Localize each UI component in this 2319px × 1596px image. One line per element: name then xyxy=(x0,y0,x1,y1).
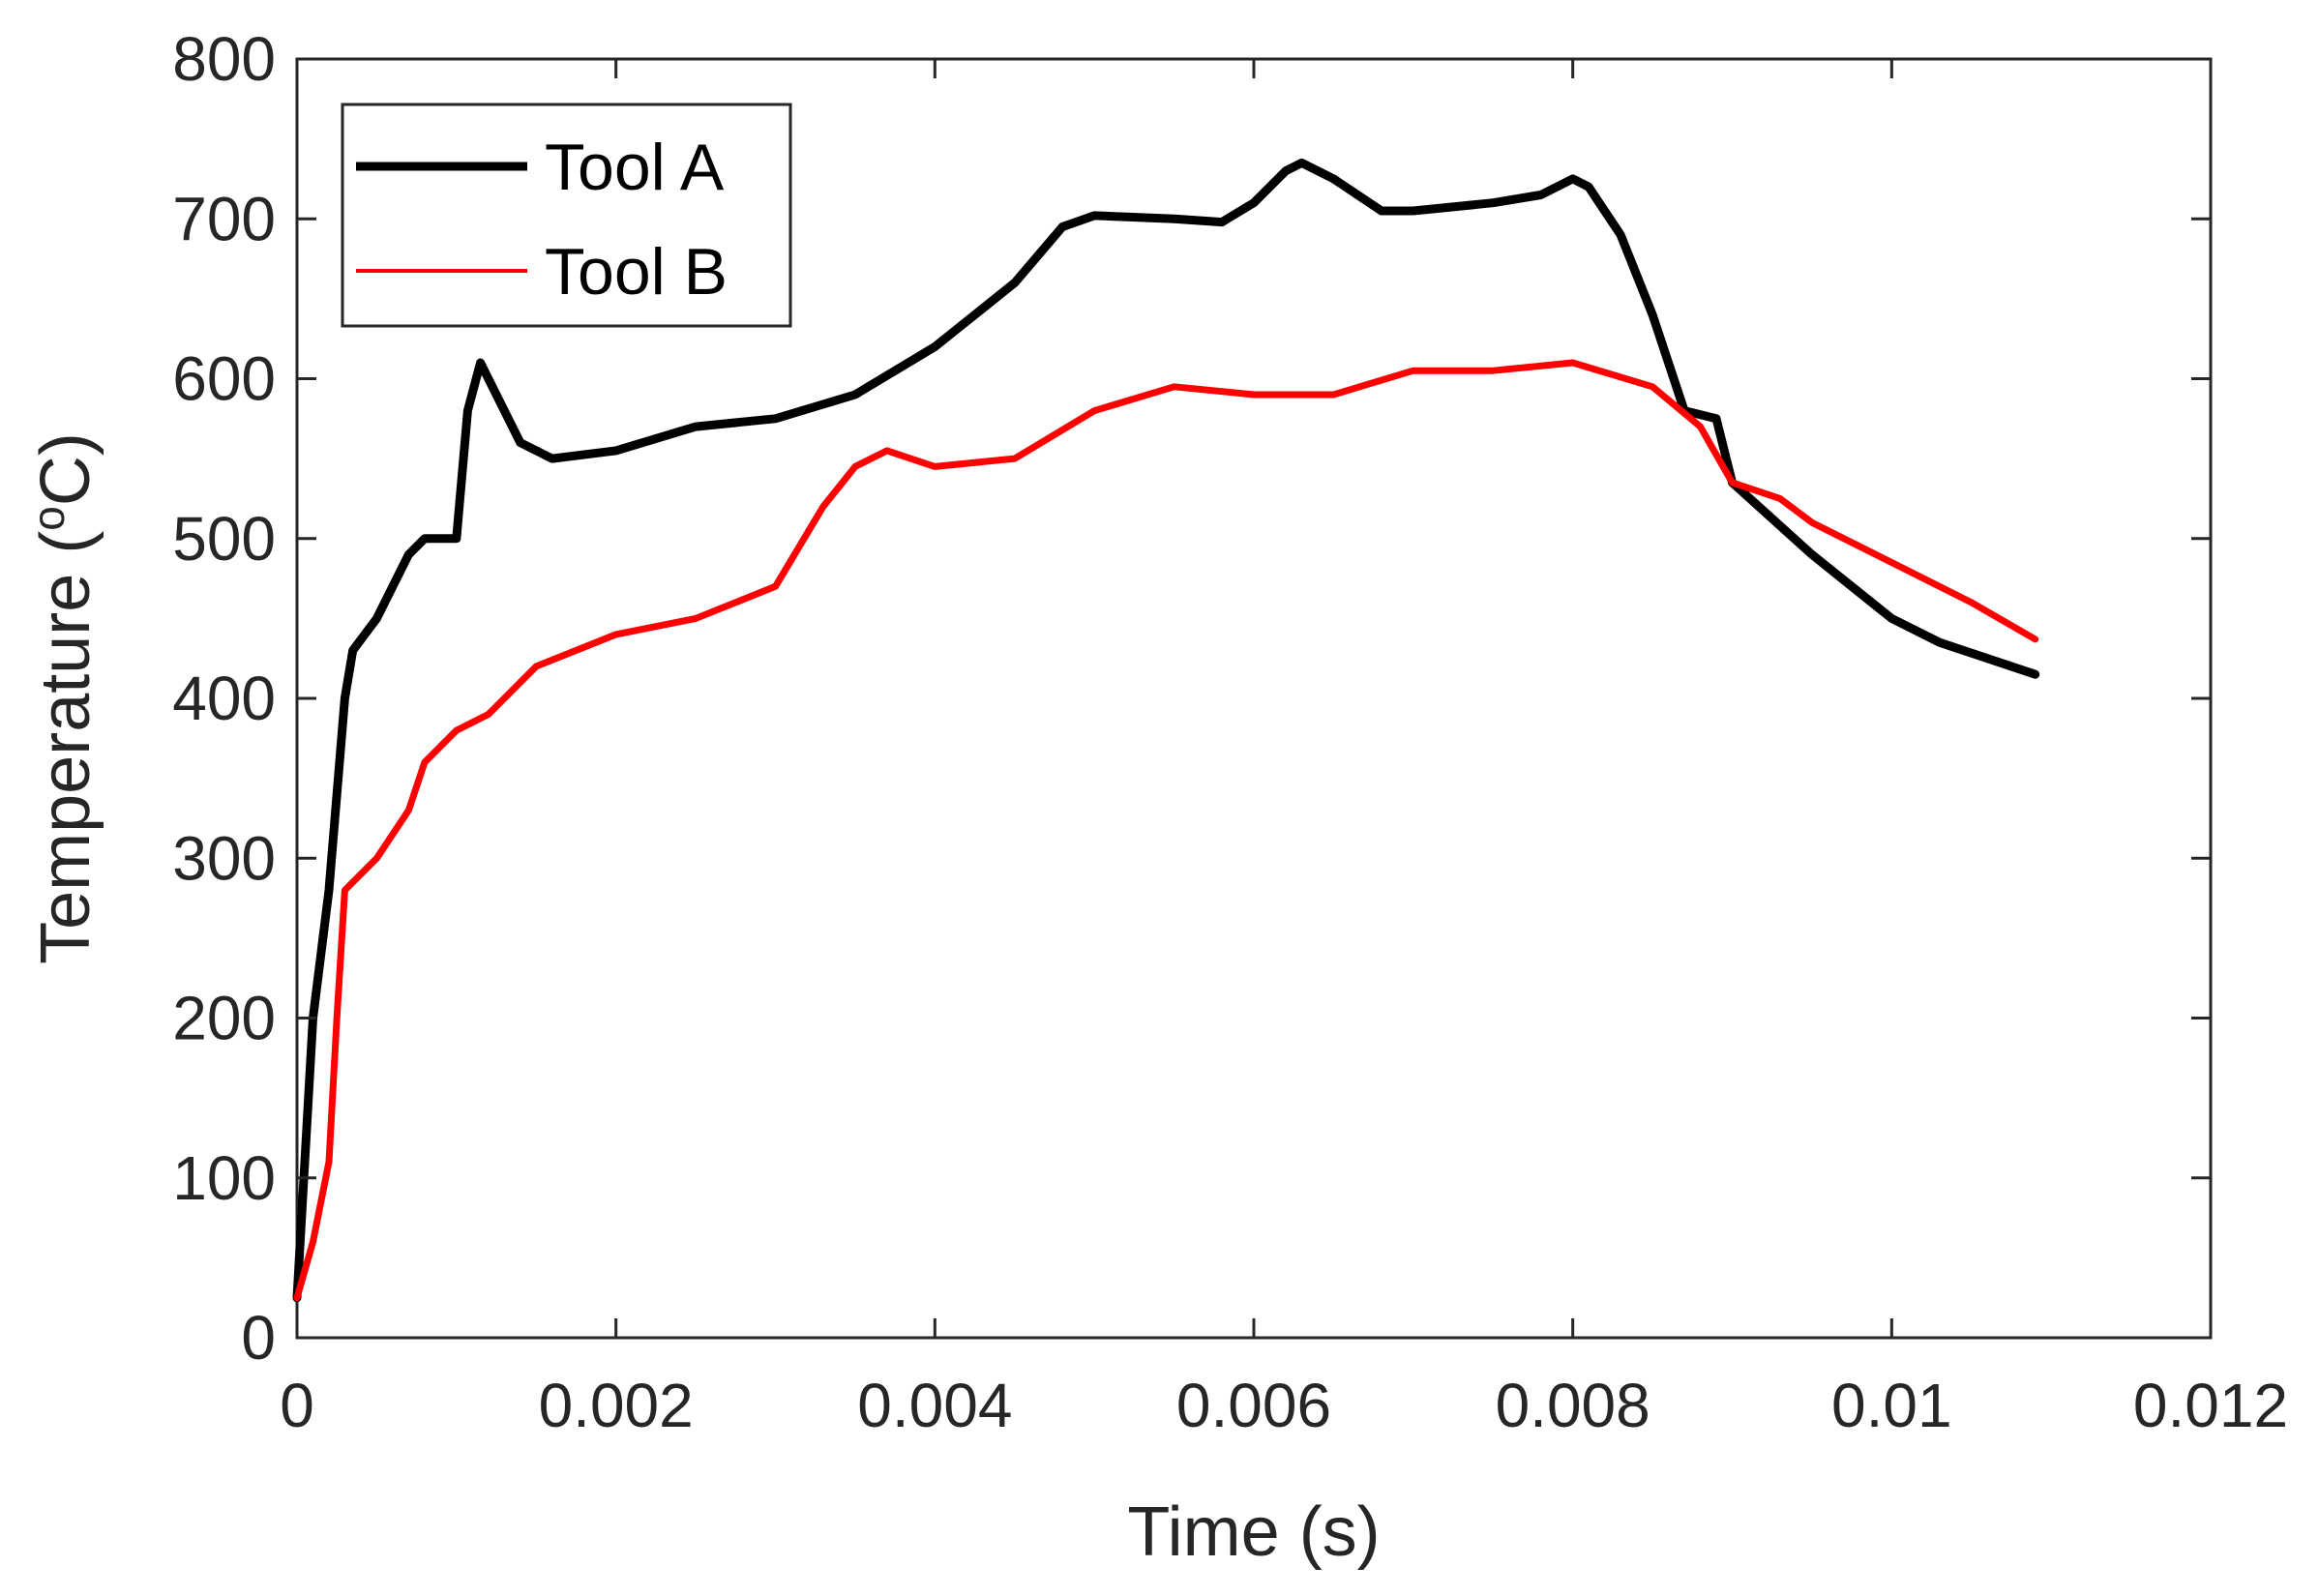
x-tick-label: 0.006 xyxy=(1176,1371,1331,1440)
x-tick-label: 0.008 xyxy=(1496,1371,1650,1440)
x-tick-label: 0.01 xyxy=(1831,1371,1952,1440)
y-tick-label: 200 xyxy=(172,984,276,1053)
y-tick-label: 500 xyxy=(172,504,276,574)
series-line-tool-a xyxy=(292,158,2040,1303)
series-layer xyxy=(292,158,2040,1303)
y-tick-label: 600 xyxy=(172,344,276,414)
legend-label-tool-a: Tool A xyxy=(545,131,725,204)
series-line-tool-b xyxy=(293,359,2039,1302)
x-tick-label: 0.004 xyxy=(857,1371,1012,1440)
y-tick-label: 0 xyxy=(241,1303,276,1373)
x-axis-title: Time (s) xyxy=(1127,1493,1380,1571)
x-tick-label: 0.012 xyxy=(2133,1371,2288,1440)
y-tick-label: 700 xyxy=(172,184,276,253)
y-tick-label: 800 xyxy=(172,24,276,94)
x-tick-label: 0.002 xyxy=(539,1371,694,1440)
y-tick-label: 100 xyxy=(172,1143,276,1213)
legend-label-tool-b: Tool B xyxy=(545,235,728,309)
x-tick-label: 0 xyxy=(280,1371,314,1440)
legend-box xyxy=(341,103,792,328)
y-axis-title: Temperature (oC) xyxy=(23,432,104,964)
y-axis-title-superscript: o xyxy=(23,506,74,531)
legend: Tool A Tool B xyxy=(341,103,792,328)
tick-layer: 0 0.002 0.004 0.006 0.008 0.01 0.012 0 100 200 300… xyxy=(172,24,2288,1440)
y-tick-label: 300 xyxy=(172,823,276,893)
y-tick-label: 400 xyxy=(172,664,276,733)
